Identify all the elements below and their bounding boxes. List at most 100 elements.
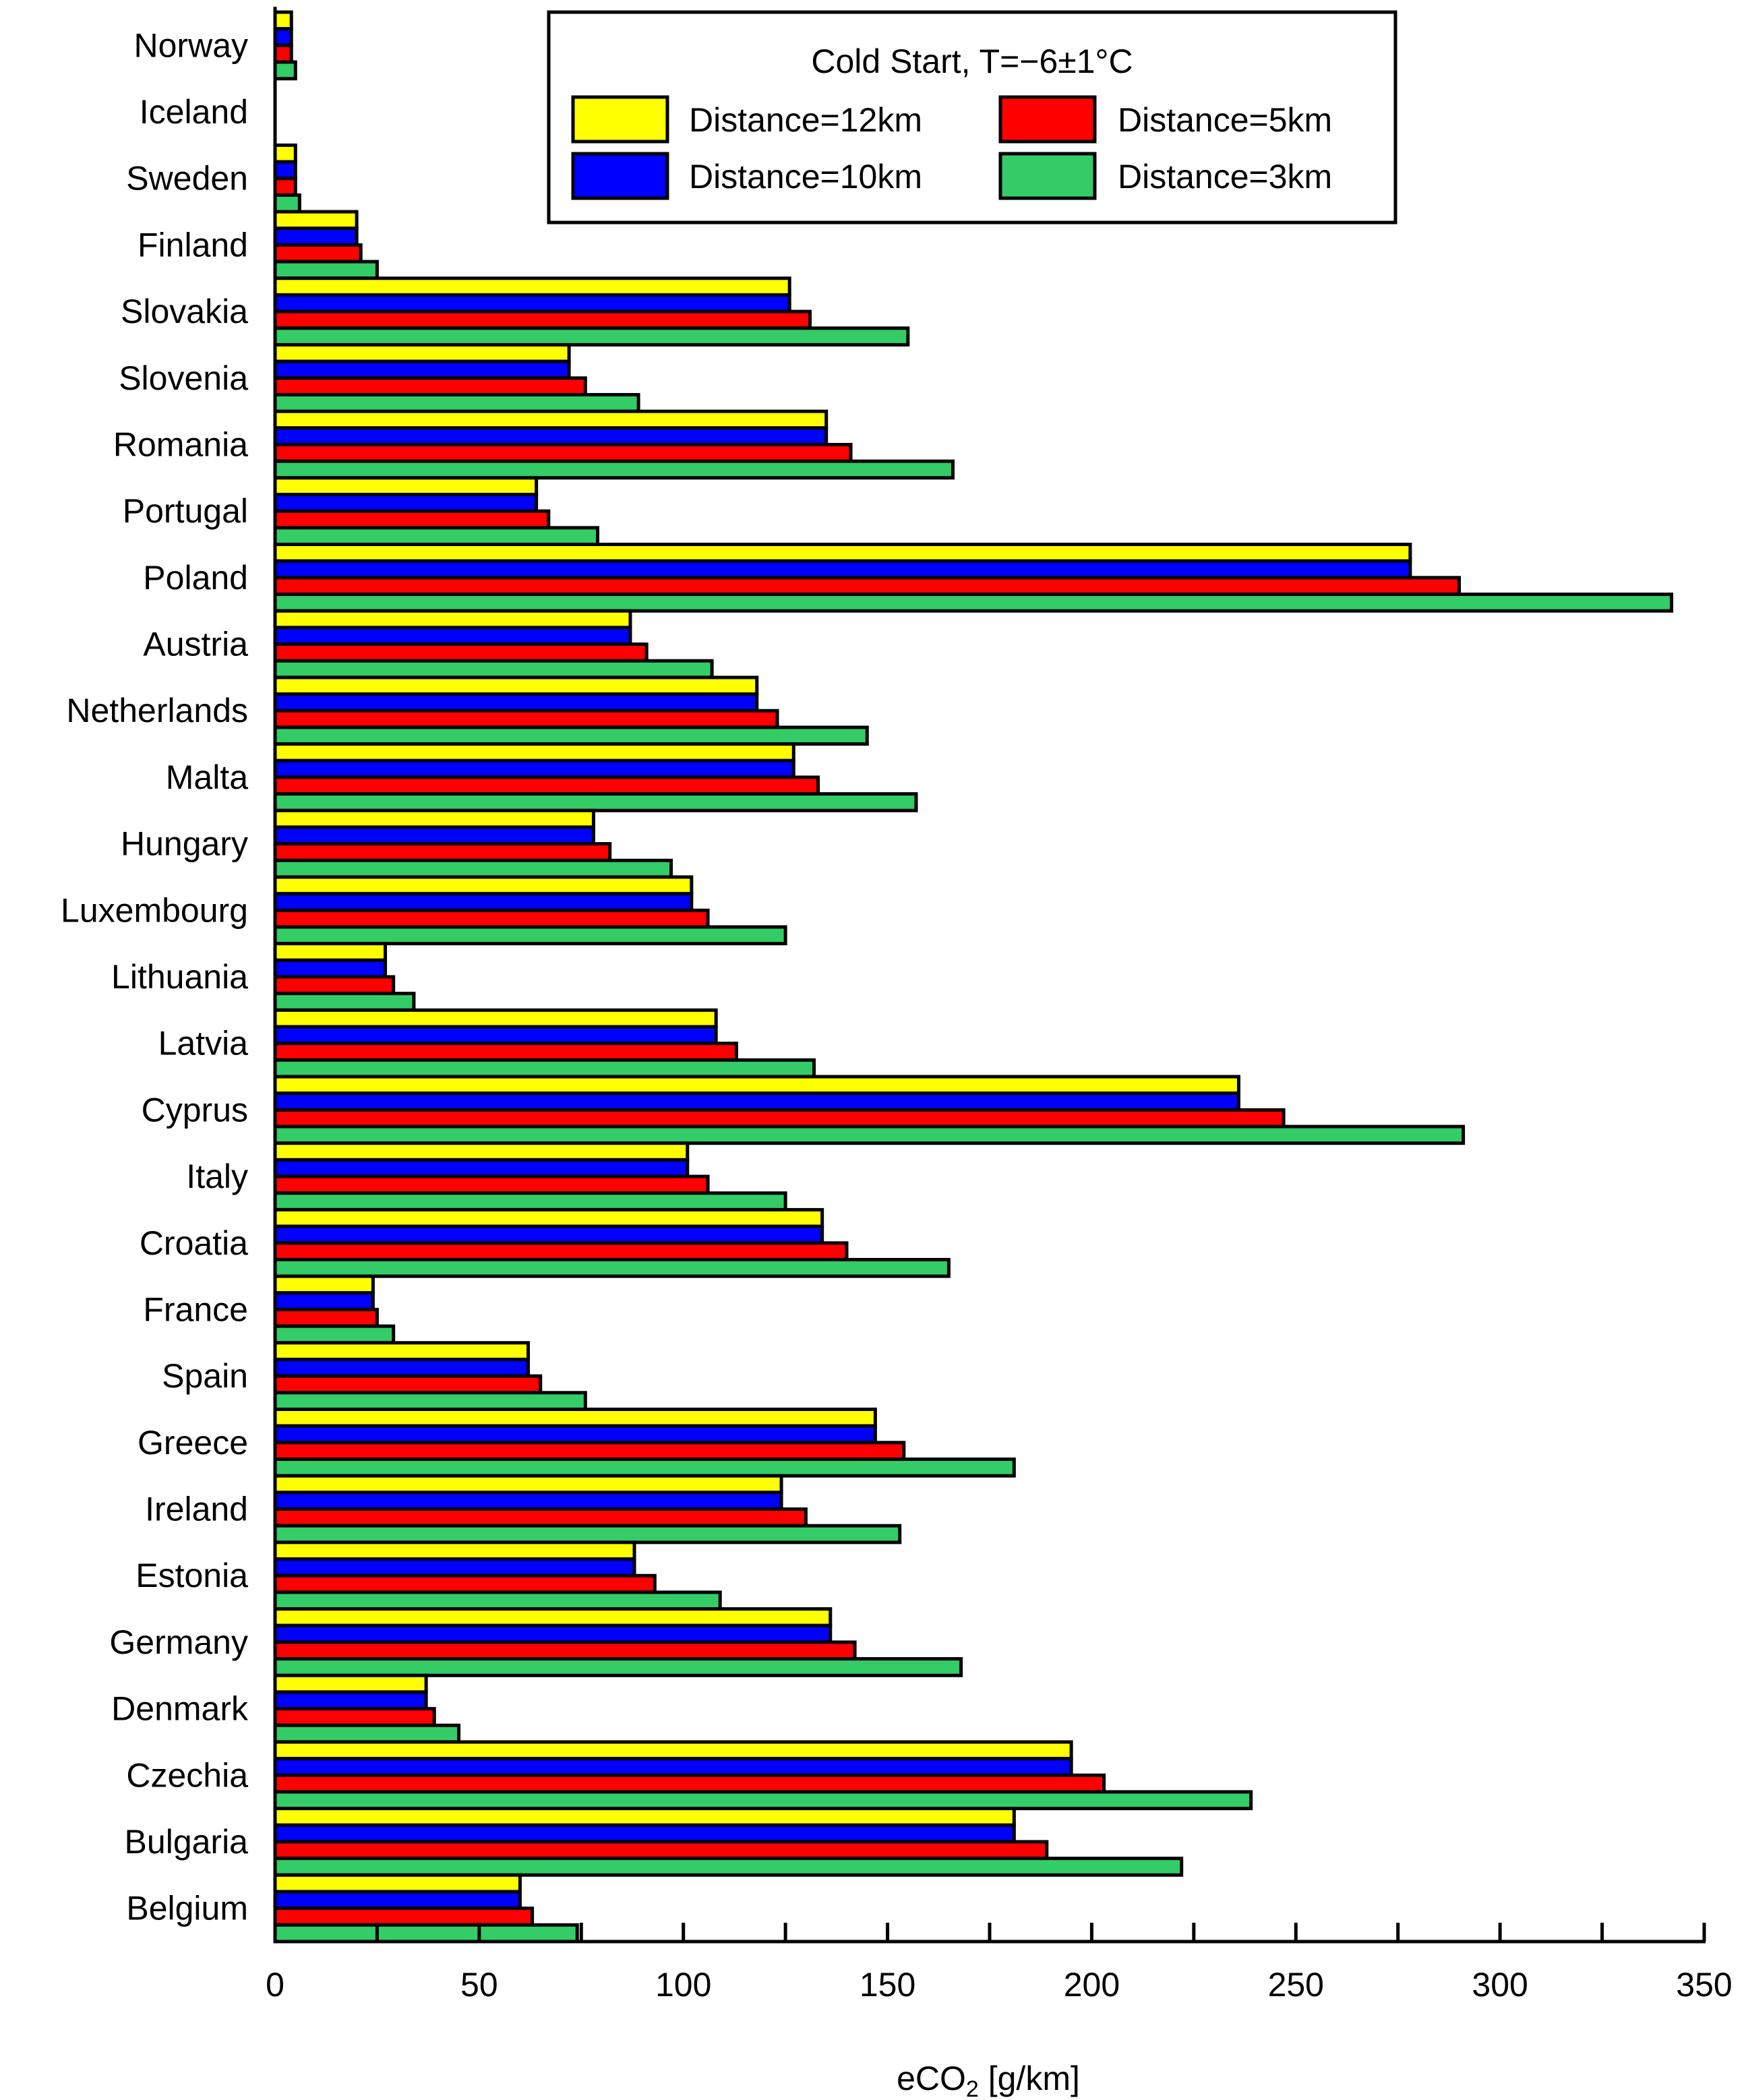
bar-spain-distance-3km <box>273 1391 587 1411</box>
bar-spain-distance-5km <box>273 1374 543 1395</box>
bar-germany-distance-5km <box>273 1640 857 1661</box>
bar-norway-distance-5km <box>273 43 293 64</box>
bar-slovenia-distance-5km <box>273 376 587 396</box>
bar-latvia-distance-10km <box>273 1025 718 1046</box>
bar-greece-distance-5km <box>273 1441 906 1462</box>
bar-norway-distance-10km <box>273 27 293 47</box>
bar-estonia-distance-5km <box>273 1573 657 1594</box>
category-label-slovakia: Slovakia <box>121 293 248 330</box>
bar-croatia-distance-10km <box>273 1224 824 1245</box>
bar-greece-distance-10km <box>273 1424 877 1445</box>
category-label-malta: Malta <box>166 758 248 796</box>
axes-group: 0 50 100 150 200 250 300 350 <box>266 7 1733 2004</box>
bar-bulgaria-distance-5km <box>273 1840 1049 1861</box>
x-tick-label-0: 0 <box>266 1966 284 2004</box>
bar-romania-distance-5km <box>273 442 853 463</box>
bar-portugal-distance-3km <box>273 526 600 547</box>
legend-box <box>547 10 1397 224</box>
bar-latvia-distance-5km <box>273 1042 738 1062</box>
category-label-france: France <box>143 1290 248 1328</box>
bar-romania-distance-10km <box>273 426 829 446</box>
bar-netherlands-distance-10km <box>273 692 759 713</box>
category-label-estonia: Estonia <box>136 1557 248 1594</box>
bar-lithuania-distance-12km <box>273 942 388 962</box>
bar-luxembourg-distance-12km <box>273 875 694 896</box>
bar-greece-distance-12km <box>273 1407 877 1428</box>
category-label-romania: Romania <box>113 425 248 463</box>
x-tick-label-300: 300 <box>1472 1966 1528 2004</box>
category-label-latvia: Latvia <box>158 1025 249 1062</box>
x-axis-label-subscript: 2 <box>966 2076 979 2100</box>
category-label-belgium: Belgium <box>126 1890 248 1927</box>
bar-bulgaria-distance-3km <box>273 1857 1184 1877</box>
bar-italy-distance-3km <box>273 1191 787 1211</box>
bar-poland-distance-12km <box>273 543 1412 563</box>
bar-germany-distance-3km <box>273 1657 963 1677</box>
bar-luxembourg-distance-3km <box>273 925 787 946</box>
bar-lithuania-distance-3km <box>273 992 416 1012</box>
bar-estonia-distance-12km <box>273 1540 636 1561</box>
bar-croatia-distance-5km <box>273 1241 849 1261</box>
bar-belgium-distance-3km <box>273 1923 579 1944</box>
category-label-luxembourg: Luxembourg <box>61 891 248 929</box>
bar-slovakia-distance-10km <box>273 293 791 313</box>
bar-slovakia-distance-3km <box>273 326 910 347</box>
category-label-ireland: Ireland <box>145 1491 248 1528</box>
x-tick-label-50: 50 <box>460 1966 498 2004</box>
bar-norway-distance-12km <box>273 10 293 31</box>
bar-slovenia-distance-10km <box>273 359 571 380</box>
legend-swatch-distance-5km <box>998 95 1097 144</box>
bar-portugal-distance-10km <box>273 493 539 513</box>
bar-portugal-distance-12km <box>273 476 539 496</box>
legend: Cold Start, T=−6±1°C Distance=12km Distanc… <box>547 10 1397 224</box>
bar-lithuania-distance-10km <box>273 958 388 979</box>
bar-netherlands-distance-3km <box>273 725 869 746</box>
bar-spain-distance-12km <box>273 1341 531 1361</box>
category-label-portugal: Portugal <box>123 492 248 530</box>
bar-ireland-distance-12km <box>273 1474 783 1495</box>
bar-poland-distance-10km <box>273 559 1412 580</box>
bar-slovenia-distance-3km <box>273 392 640 413</box>
bar-denmark-distance-3km <box>273 1723 461 1744</box>
legend-title: Cold Start, T=−6±1°C <box>811 42 1133 80</box>
bar-bulgaria-distance-10km <box>273 1823 1016 1844</box>
bar-spain-distance-10km <box>273 1357 531 1378</box>
bar-austria-distance-10km <box>273 626 632 647</box>
x-axis-label-unit: [g/km] <box>979 2060 1080 2097</box>
bar-denmark-distance-5km <box>273 1707 436 1727</box>
bar-austria-distance-3km <box>273 659 714 680</box>
bar-hungary-distance-3km <box>273 858 673 879</box>
bar-romania-distance-12km <box>273 409 829 430</box>
bar-austria-distance-5km <box>273 642 649 663</box>
bar-slovakia-distance-5km <box>273 309 812 330</box>
bar-portugal-distance-5km <box>273 509 551 530</box>
bar-czechia-distance-12km <box>273 1740 1073 1761</box>
bar-germany-distance-12km <box>273 1607 833 1627</box>
x-axis-label: eCO2 [g/km] <box>897 2060 1080 2100</box>
category-label-croatia: Croatia <box>140 1224 248 1262</box>
bar-france-distance-12km <box>273 1274 375 1295</box>
bar-malta-distance-3km <box>273 792 918 812</box>
bar-slovakia-distance-12km <box>273 276 791 297</box>
bar-belgium-distance-12km <box>273 1873 522 1894</box>
bar-hungary-distance-12km <box>273 808 595 829</box>
bars-group <box>273 10 1674 1944</box>
category-label-netherlands: Netherlands <box>66 692 248 729</box>
category-label-iceland: Iceland <box>140 93 248 131</box>
bar-finland-distance-12km <box>273 210 359 231</box>
bar-france-distance-5km <box>273 1307 379 1328</box>
bar-estonia-distance-10km <box>273 1557 636 1578</box>
bar-cyprus-distance-5km <box>273 1108 1286 1129</box>
bar-sweden-distance-3km <box>273 193 301 214</box>
x-tick-label-100: 100 <box>655 1966 711 2004</box>
bar-austria-distance-12km <box>273 609 632 630</box>
bar-croatia-distance-12km <box>273 1207 824 1228</box>
category-label-cyprus: Cyprus <box>142 1091 248 1129</box>
bar-poland-distance-3km <box>273 593 1674 613</box>
bar-ireland-distance-5km <box>273 1507 808 1528</box>
category-label-slovenia: Slovenia <box>119 359 248 397</box>
bar-bulgaria-distance-12km <box>273 1807 1016 1827</box>
bar-luxembourg-distance-10km <box>273 892 694 912</box>
bar-netherlands-distance-12km <box>273 676 759 696</box>
